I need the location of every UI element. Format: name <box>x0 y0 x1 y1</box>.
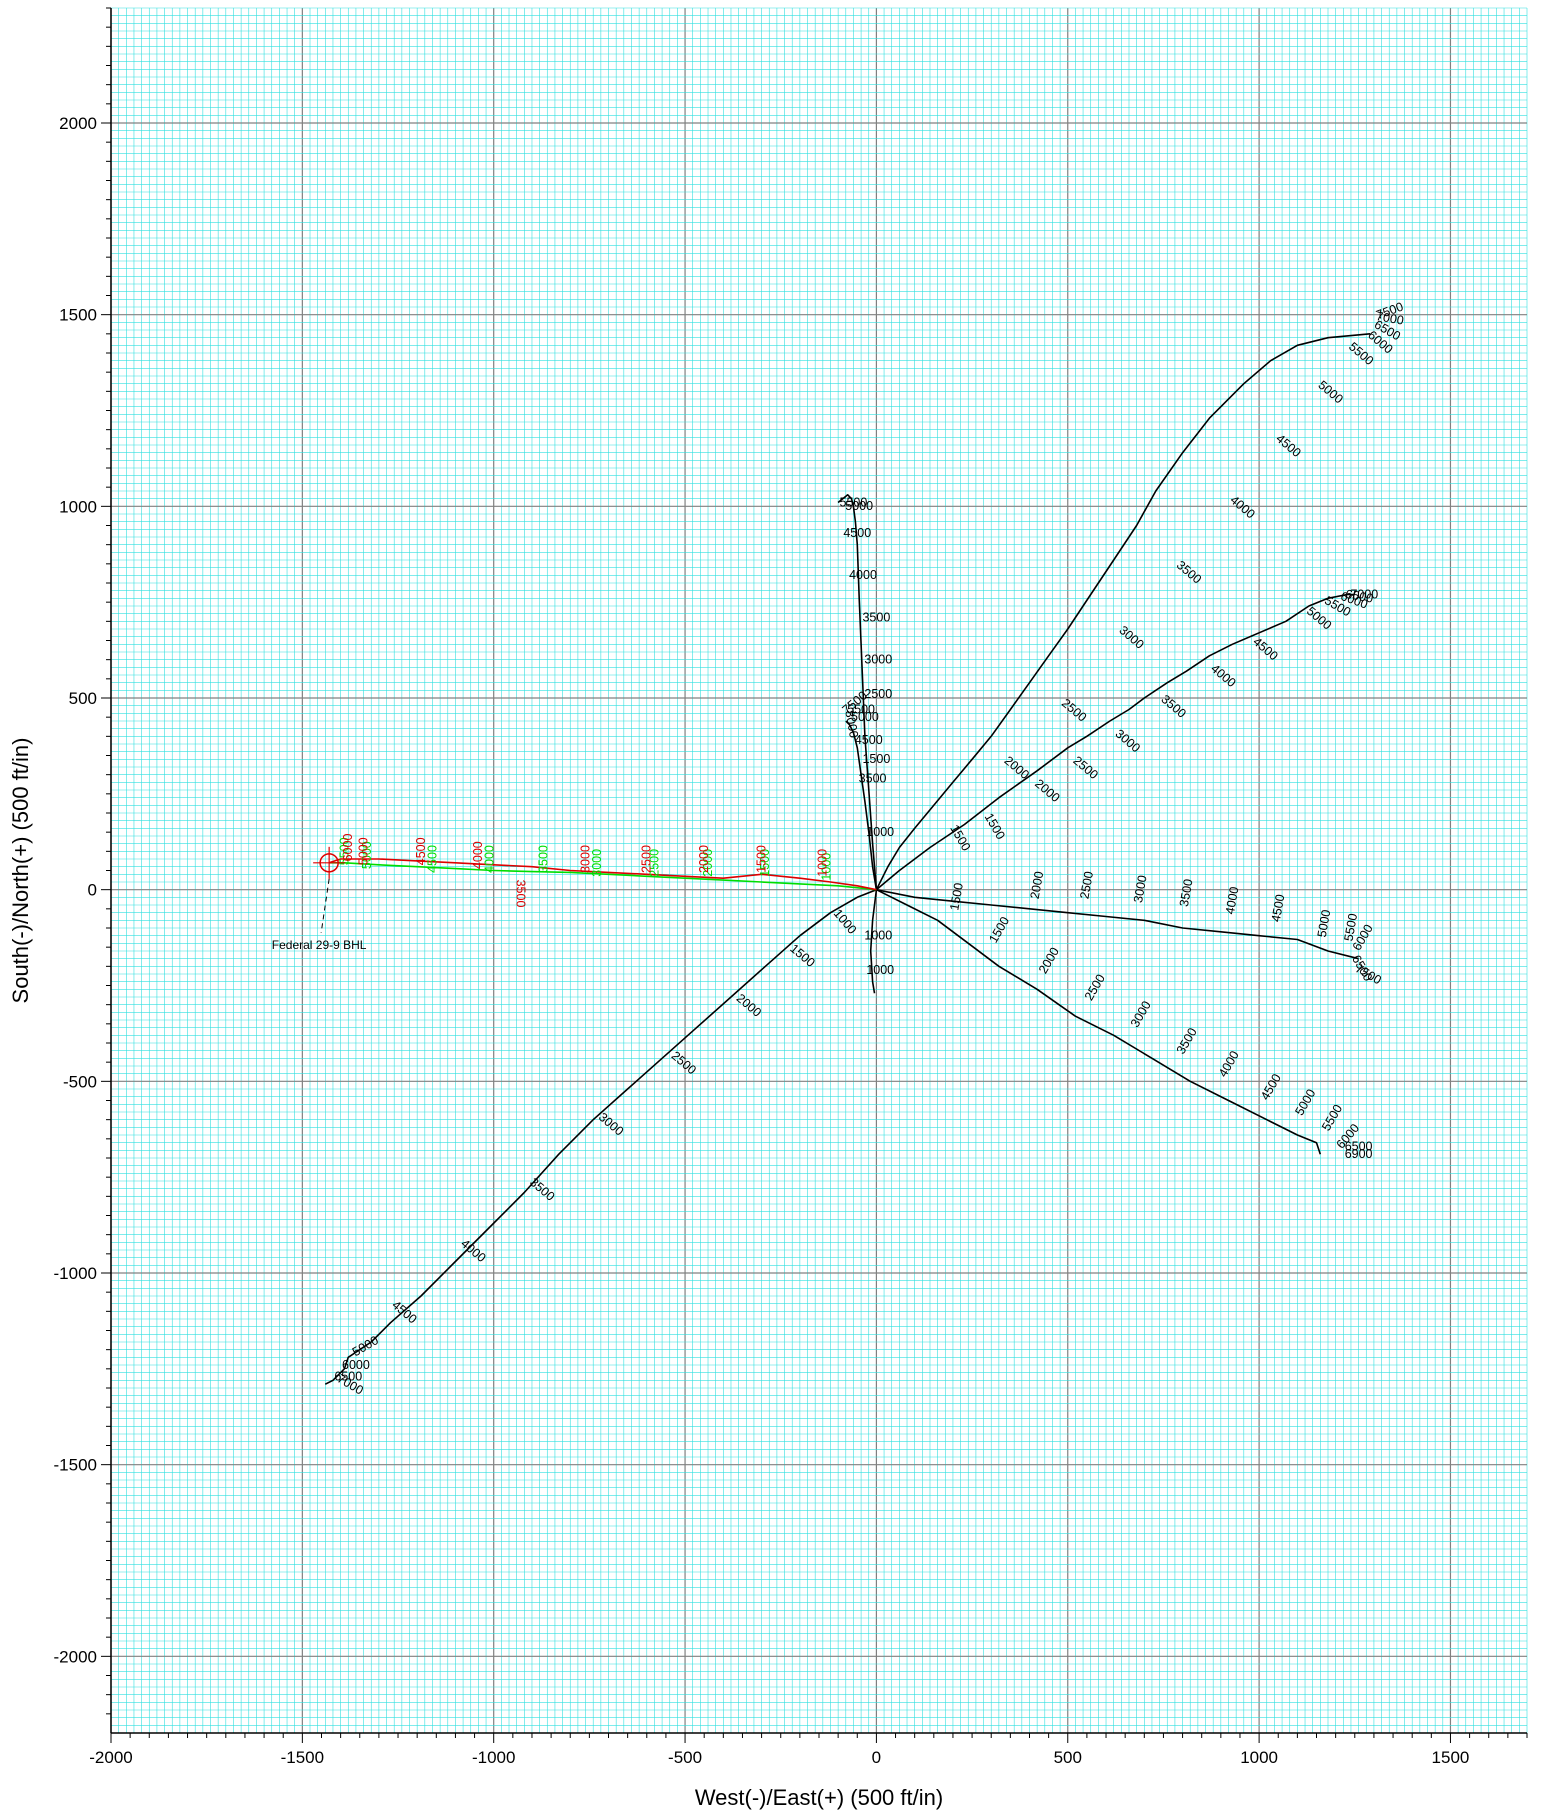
depth-label: 2500 <box>640 845 654 873</box>
depth-label: 4500 <box>1269 893 1288 923</box>
depth-label: 6000 <box>341 834 355 862</box>
depth-label: 2500 <box>864 687 892 701</box>
y-tick-label: -1500 <box>54 1456 97 1475</box>
depth-label: 3500 <box>859 771 887 785</box>
x-tick-label: 1500 <box>1432 1748 1470 1767</box>
depth-label: 6500 <box>1345 1139 1373 1153</box>
well-path-6 <box>876 888 1359 960</box>
depth-label: 2000 <box>701 849 715 877</box>
depth-label: 4000 <box>483 845 497 873</box>
depth-label: 3000 <box>1131 874 1150 904</box>
well-path-0 <box>875 333 1371 891</box>
depth-label: 2500 <box>647 849 661 877</box>
depth-label: 1000 <box>866 825 894 839</box>
depth-label: 1000 <box>864 929 892 943</box>
depth-label: 5000 <box>845 499 873 513</box>
y-tick-label: 1000 <box>59 497 97 516</box>
depth-label: 3000 <box>578 845 592 873</box>
y-tick-label: -2000 <box>54 1647 97 1666</box>
depth-label: 3000 <box>590 849 604 877</box>
well-path-4 <box>869 889 878 994</box>
depth-label: 3500 <box>862 610 890 624</box>
depth-label: 1500 <box>947 882 966 912</box>
depth-label: 1500 <box>754 845 768 873</box>
well-paths <box>324 333 1371 1385</box>
well-path-9 <box>328 858 877 891</box>
depth-label: 6000 <box>342 1358 370 1372</box>
depth-label: 5500 <box>847 702 875 716</box>
depth-labels: 1500200025003000350040004500500055006000… <box>334 300 1405 1398</box>
x-tick-label: -2000 <box>89 1748 132 1767</box>
depth-label: 5500 <box>1342 912 1361 942</box>
well-path-7 <box>876 888 1322 1155</box>
x-tick-label: 500 <box>1054 1748 1082 1767</box>
depth-label: 7000 <box>1375 309 1405 328</box>
depth-label: 2000 <box>1028 870 1047 900</box>
well-path-5 <box>324 888 877 1385</box>
depth-label: 4500 <box>425 845 439 873</box>
depth-label: 6500 <box>334 1369 362 1383</box>
plot-background <box>111 8 1527 1733</box>
axes: -2000 -1500 -1000 -500 0 500 1000 1500200015001… <box>54 7 1528 1767</box>
x-axis-title: West(-)/East(+) (500 ft/in) <box>695 1785 943 1810</box>
well-path-8 <box>329 862 877 891</box>
depth-label: 5000 <box>360 841 374 869</box>
depth-label: 3500 <box>1177 878 1196 908</box>
depth-label: 1500 <box>758 849 772 877</box>
depth-label: 5000 <box>356 837 370 865</box>
x-tick-label: -1500 <box>281 1748 324 1767</box>
depth-label: 4500 <box>414 837 428 865</box>
depth-label: 5000 <box>851 710 879 724</box>
depth-label: 4000 <box>471 841 485 869</box>
target-marker: Federal 29-9 BHL <box>272 846 367 952</box>
depth-label: 6900 <box>1345 1147 1373 1161</box>
y-tick-label: -1000 <box>54 1264 97 1283</box>
x-tick-label: 0 <box>872 1748 881 1767</box>
depth-label: 1000 <box>866 963 894 977</box>
depth-label: 3500 <box>514 880 528 908</box>
depth-label: 4000 <box>849 568 877 582</box>
depth-label: 1000 <box>819 853 833 881</box>
x-tick-label: -1000 <box>472 1748 515 1767</box>
depth-label: 3500 <box>536 845 550 873</box>
well-path-2 <box>837 494 878 890</box>
depth-label: 5000 <box>1315 909 1334 939</box>
target-leader-line <box>320 878 330 933</box>
depth-label: 6500 <box>1344 587 1374 606</box>
y-axis-title: South(-)/North(+) (500 ft/in) <box>8 738 33 1004</box>
depth-label: 4500 <box>843 526 871 540</box>
well-path-3 <box>845 720 878 890</box>
grid <box>110 7 1528 1734</box>
depth-label: 4000 <box>1223 886 1242 916</box>
y-tick-label: 0 <box>88 881 97 900</box>
depth-label: 2500 <box>1077 870 1096 900</box>
y-tick-label: 2000 <box>59 114 97 133</box>
depth-label: 5500 <box>840 495 868 509</box>
depth-label: 7000 <box>1350 587 1378 601</box>
depth-label: 4500 <box>855 733 883 747</box>
well-path-1 <box>875 593 1355 891</box>
x-tick-label: 1000 <box>1240 1748 1278 1767</box>
depth-label: 3000 <box>864 653 892 667</box>
x-tick-label: -500 <box>668 1748 702 1767</box>
depth-label: 1500 <box>862 752 890 766</box>
y-tick-label: -500 <box>63 1072 97 1091</box>
depth-label: 8000 <box>842 709 861 739</box>
y-tick-label: 1500 <box>59 306 97 325</box>
depth-label: 2000 <box>697 845 711 873</box>
y-tick-label: 500 <box>69 689 97 708</box>
depth-label: 1000 <box>816 849 830 877</box>
target-label: Federal 29-9 BHL <box>272 938 367 952</box>
depth-label: 5500 <box>337 837 351 865</box>
